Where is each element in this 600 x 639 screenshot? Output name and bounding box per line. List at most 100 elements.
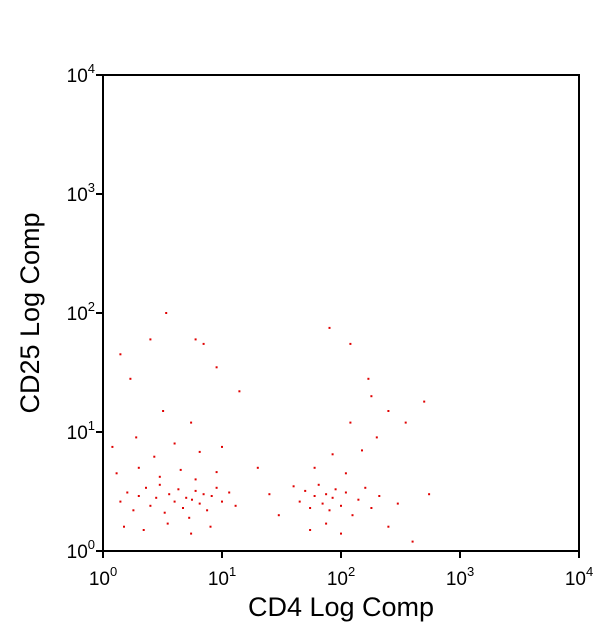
data-point (387, 410, 390, 412)
x-axis-ticks: 100 101 102 103 104 (89, 551, 593, 590)
data-points (111, 312, 431, 543)
data-point (331, 496, 334, 499)
data-point (396, 502, 399, 505)
data-point (145, 486, 147, 489)
data-point (367, 377, 370, 380)
data-point (334, 488, 337, 491)
data-point (423, 400, 426, 403)
data-point (123, 525, 125, 528)
x-axis-title: CD4 Log Comp (248, 592, 434, 622)
data-point (132, 509, 135, 512)
data-point (349, 421, 352, 424)
data-point (292, 485, 295, 488)
x-tick-label: 101 (208, 564, 236, 590)
data-point (309, 529, 312, 531)
data-point (340, 504, 342, 507)
data-point (198, 450, 201, 453)
data-point (185, 496, 188, 499)
data-point (340, 532, 342, 535)
data-point (331, 453, 334, 456)
data-point (404, 421, 407, 424)
data-point (317, 483, 320, 486)
y-axis-title: CD25 Log Comp (15, 212, 45, 413)
data-point (411, 540, 414, 543)
data-point (206, 509, 209, 512)
data-point (202, 493, 205, 496)
data-point (135, 436, 138, 439)
data-point (165, 312, 168, 314)
data-point (277, 514, 280, 517)
x-tick-label: 104 (565, 564, 593, 590)
data-point (162, 410, 165, 412)
data-point (182, 507, 184, 509)
x-tick-label: 103 (446, 564, 474, 590)
data-point (370, 507, 373, 509)
y-tick-label: 101 (67, 418, 95, 444)
data-point (344, 491, 347, 494)
data-point (194, 478, 197, 481)
data-point (168, 493, 171, 496)
data-point (349, 342, 352, 345)
data-point (309, 507, 312, 509)
data-point (111, 445, 114, 448)
data-point (179, 468, 182, 471)
data-point (188, 516, 191, 519)
data-point (210, 495, 213, 497)
data-point (228, 491, 231, 494)
data-point (129, 377, 132, 380)
data-point (198, 502, 201, 505)
x-tick-label: 102 (327, 564, 355, 590)
data-point (149, 504, 152, 507)
y-tick-label: 104 (67, 61, 95, 87)
data-point (119, 500, 122, 503)
data-point (298, 500, 301, 503)
data-point (115, 472, 118, 475)
data-point (202, 342, 205, 345)
data-point (158, 483, 161, 486)
data-point (221, 445, 223, 448)
data-point (313, 466, 316, 469)
data-point (321, 502, 324, 505)
data-point (137, 466, 140, 469)
data-point (325, 493, 328, 496)
data-point (364, 486, 367, 489)
data-point (428, 493, 431, 496)
data-point (215, 486, 218, 489)
data-point (158, 475, 161, 478)
data-point (173, 442, 176, 445)
y-tick-label: 100 (67, 537, 95, 563)
y-axis-ticks: 100 101 102 103 104 (67, 61, 103, 563)
data-point (238, 390, 241, 393)
data-point (194, 338, 197, 341)
data-point (370, 395, 373, 398)
data-point (304, 489, 307, 492)
data-point (328, 326, 331, 329)
data-point (166, 522, 169, 525)
data-point (344, 472, 347, 475)
data-point (221, 500, 223, 503)
data-point (268, 493, 271, 496)
data-point (190, 421, 193, 424)
y-tick-label: 102 (67, 299, 95, 325)
data-point (149, 338, 152, 341)
data-point (163, 511, 166, 514)
data-point (313, 495, 316, 497)
data-point (234, 504, 237, 507)
data-point (209, 525, 212, 528)
data-point (137, 495, 140, 497)
data-point (215, 471, 218, 474)
data-point (215, 366, 218, 369)
x-tick-label: 100 (89, 564, 117, 590)
data-point (190, 532, 193, 535)
data-point (155, 496, 158, 499)
data-point (177, 488, 180, 491)
plot-frame (102, 74, 580, 552)
data-point (191, 498, 193, 501)
data-point (126, 491, 129, 494)
data-point (325, 522, 328, 525)
y-tick-label: 103 (67, 180, 95, 206)
data-point (375, 436, 378, 439)
data-point (173, 500, 176, 503)
data-point (387, 525, 390, 528)
